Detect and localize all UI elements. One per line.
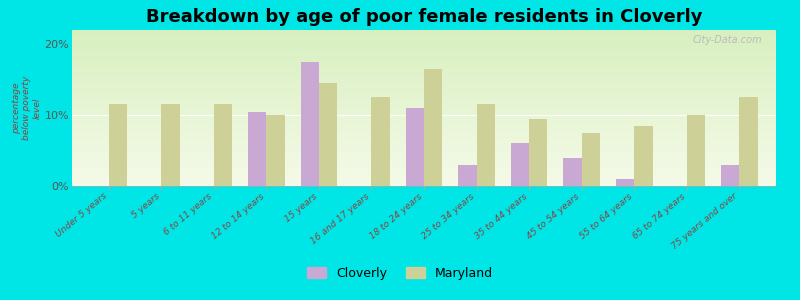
Bar [477,104,495,186]
Bar [109,104,127,186]
Bar [458,165,477,186]
Bar [406,108,424,186]
Bar [529,118,547,186]
Y-axis label: percentage
below poverty
level: percentage below poverty level [12,76,42,140]
Bar [371,98,390,186]
Bar [248,112,266,186]
Bar [582,133,600,186]
Bar [616,179,634,186]
Bar [563,158,582,186]
Bar [424,69,442,186]
Bar [739,98,758,186]
Bar [214,104,232,186]
Title: Breakdown by age of poor female residents in Cloverly: Breakdown by age of poor female resident… [146,8,702,26]
Bar [319,83,338,186]
Bar [510,143,529,186]
Bar [634,126,653,186]
Bar [721,165,739,186]
Bar [266,115,285,186]
Bar [162,104,180,186]
Bar [686,115,705,186]
Text: City-Data.com: City-Data.com [692,35,762,45]
Legend: Cloverly, Maryland: Cloverly, Maryland [302,262,498,284]
Bar [301,62,319,186]
